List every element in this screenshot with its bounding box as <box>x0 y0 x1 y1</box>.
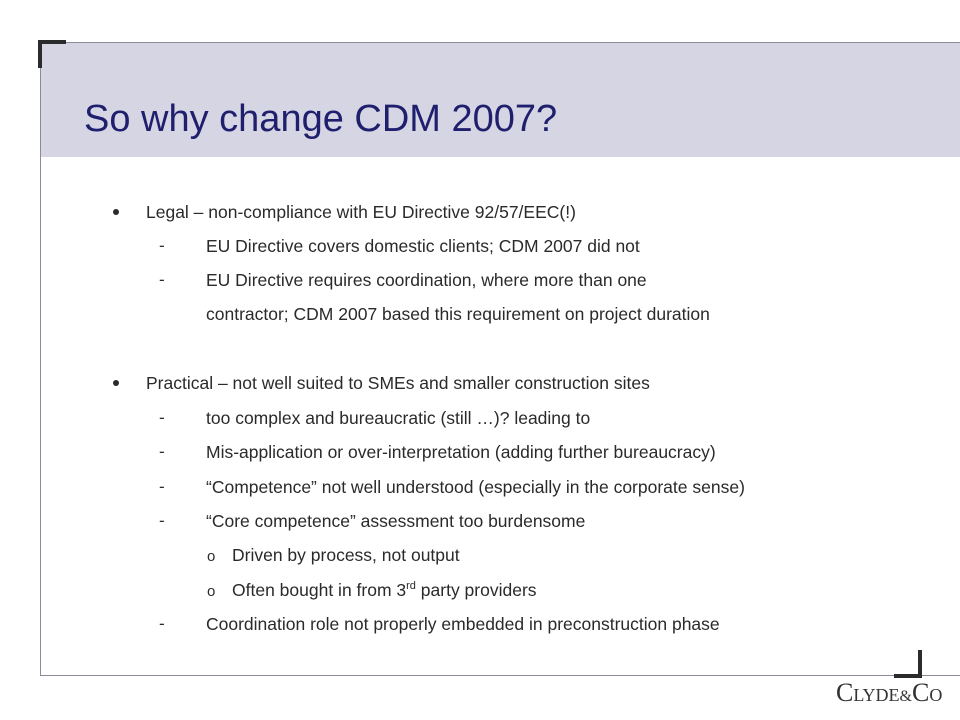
logo-letters: O <box>929 685 943 705</box>
clyde-co-logo: CLYDE&CO <box>836 680 942 706</box>
bullet-practical: Practical – not well suited to SMEs and … <box>146 373 650 393</box>
sub-item: “Core competence” assessment too burdens… <box>206 511 586 531</box>
text-part: party providers <box>415 580 537 600</box>
dash-marker: - <box>159 408 165 427</box>
bullet-icon <box>113 380 119 386</box>
corner-bracket-bottom-right <box>894 650 922 678</box>
sub-sub-item: Driven by process, not output <box>232 545 460 565</box>
dash-marker: - <box>159 236 165 255</box>
dash-marker: - <box>159 270 165 289</box>
dash-marker: - <box>159 442 165 461</box>
sub-item: too complex and bureaucratic (still …)? … <box>206 408 591 428</box>
text-part: Often bought in from 3 <box>232 580 407 600</box>
open-circle-icon: o <box>207 583 216 600</box>
superscript: rd <box>406 580 416 593</box>
sub-item: Coordination role not properly embedded … <box>206 614 720 634</box>
dash-marker: - <box>159 511 165 530</box>
logo-letter: C <box>836 678 854 707</box>
sub-sub-item: Often bought in from 3rd party providers <box>232 579 537 601</box>
dash-marker: - <box>159 477 165 496</box>
sub-item-continuation: contractor; CDM 2007 based this requirem… <box>206 304 710 324</box>
slide-frame <box>40 42 960 676</box>
bullet-legal: Legal – non-compliance with EU Directive… <box>146 202 576 222</box>
sub-item: EU Directive covers domestic clients; CD… <box>206 236 640 256</box>
bullet-icon <box>113 209 119 215</box>
corner-bracket-top-left <box>38 40 66 68</box>
sub-item: Mis-application or over-interpretation (… <box>206 442 716 462</box>
sub-item: EU Directive requires coordination, wher… <box>206 270 647 290</box>
sub-item: “Competence” not well understood (especi… <box>206 477 745 497</box>
open-circle-icon: o <box>207 548 216 565</box>
page-title: So why change CDM 2007? <box>84 98 558 140</box>
dash-marker: - <box>159 614 165 633</box>
logo-ampersand: & <box>899 688 912 705</box>
title-band <box>41 43 960 157</box>
logo-letters: LYDE <box>853 685 900 705</box>
logo-letter: C <box>911 678 930 707</box>
